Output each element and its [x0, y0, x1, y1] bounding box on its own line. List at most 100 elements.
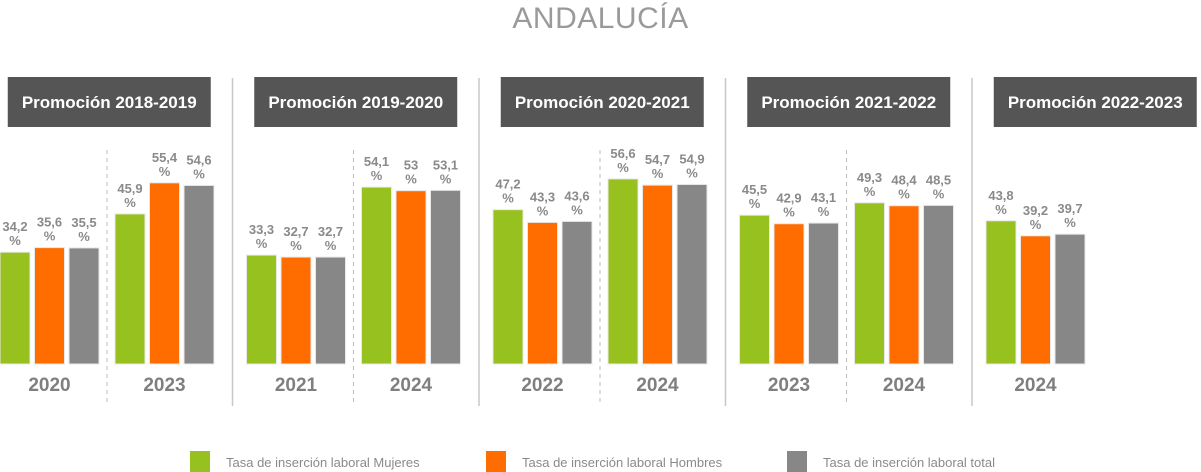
x-tick-label: 2023 — [768, 375, 810, 396]
data-label-unit: % — [1064, 215, 1076, 230]
data-label: 43,1 — [811, 190, 836, 205]
data-label: 48,4 — [891, 173, 917, 188]
data-label: 53 — [404, 158, 418, 173]
data-label: 54,9 — [679, 151, 704, 166]
x-tick-label: 2024 — [636, 375, 679, 396]
bar-mujeres — [985, 220, 1017, 365]
data-label-unit: % — [159, 164, 171, 179]
panel-title: Promoción 2018-2019 — [22, 93, 197, 112]
x-tick-label: 2021 — [275, 375, 318, 396]
bar-total — [183, 184, 215, 365]
data-label-unit: % — [686, 165, 698, 180]
legend-label: Tasa de inserción laboral Hombres — [522, 455, 723, 470]
legend-swatch-hombres — [486, 451, 506, 472]
data-label-unit: % — [864, 184, 876, 199]
data-label: 32,7 — [318, 224, 343, 239]
data-label-unit: % — [256, 236, 268, 251]
legend-swatch-total — [787, 451, 807, 472]
bar-total — [315, 256, 346, 365]
bar-hombres — [642, 184, 673, 365]
data-label-unit: % — [783, 205, 795, 220]
data-label: 54,7 — [645, 152, 670, 167]
data-label: 49,3 — [857, 170, 882, 185]
x-tick-label: 2020 — [28, 375, 70, 396]
bar-hombres — [527, 221, 558, 365]
data-label-unit: % — [124, 195, 136, 210]
bar-total — [68, 247, 100, 365]
panel-title: Promoción 2021-2022 — [761, 93, 936, 112]
bar-total — [430, 189, 461, 365]
data-label: 39,7 — [1057, 201, 1082, 216]
panel-title: Promoción 2020-2021 — [515, 93, 690, 112]
panel-header — [254, 77, 458, 127]
panel-header — [7, 77, 211, 127]
bar-total — [923, 204, 954, 365]
panel-title: Promoción 2022-2023 — [1008, 93, 1183, 112]
data-label-unit: % — [78, 229, 90, 244]
data-label-unit: % — [502, 191, 514, 206]
data-label-unit: % — [405, 172, 417, 187]
data-label: 43,3 — [530, 189, 555, 204]
data-label-unit: % — [537, 203, 549, 218]
legend-swatch-mujeres — [190, 451, 210, 472]
bar-hombres — [280, 256, 312, 365]
data-label-unit: % — [571, 202, 583, 217]
bar-mujeres — [739, 214, 770, 365]
bar-hombres — [888, 205, 920, 365]
panel-header — [993, 77, 1197, 127]
bar-total — [808, 222, 839, 365]
legend-label: Tasa de inserción laboral Mujeres — [226, 455, 420, 470]
data-label-unit: % — [818, 204, 830, 219]
data-label: 45,9 — [117, 181, 142, 196]
bar-mujeres — [246, 254, 277, 365]
bar-hombres — [34, 247, 65, 365]
bar-mujeres — [114, 213, 146, 365]
data-label: 45,5 — [742, 182, 767, 197]
data-label: 55,4 — [152, 150, 178, 165]
bar-mujeres — [0, 251, 31, 365]
bar-hombres — [1020, 235, 1051, 365]
data-label-unit: % — [290, 238, 302, 253]
data-label: 54,1 — [364, 154, 389, 169]
data-label: 53,1 — [433, 157, 458, 172]
data-label: 34,2 — [2, 219, 27, 234]
data-label-unit: % — [44, 229, 56, 244]
data-label: 43,6 — [564, 188, 589, 203]
data-label-unit: % — [995, 202, 1007, 217]
data-label: 32,7 — [283, 224, 308, 239]
x-tick-label: 2023 — [143, 375, 185, 396]
bar-total — [561, 220, 593, 365]
data-label: 33,3 — [249, 222, 274, 237]
data-label-unit: % — [440, 171, 452, 186]
data-label: 42,9 — [776, 191, 801, 206]
data-label: 43,8 — [988, 188, 1013, 203]
data-label: 35,5 — [71, 215, 96, 230]
bar-mujeres — [361, 186, 392, 365]
panel-header — [500, 77, 704, 127]
data-label: 47,2 — [495, 177, 520, 192]
panel-title: Promoción 2019-2020 — [268, 93, 443, 112]
x-tick-label: 2024 — [1014, 375, 1057, 396]
bar-mujeres — [854, 202, 885, 365]
legend-label: Tasa de inserción laboral total — [823, 455, 995, 470]
data-label: 54,6 — [186, 152, 211, 167]
bar-hombres — [773, 223, 805, 365]
x-tick-label: 2022 — [521, 375, 563, 396]
data-label-unit: % — [9, 233, 21, 248]
x-tick-label: 2024 — [883, 375, 926, 396]
data-label-unit: % — [749, 196, 761, 211]
data-label: 39,2 — [1023, 203, 1048, 218]
data-label-unit: % — [325, 238, 337, 253]
data-label-unit: % — [371, 168, 383, 183]
bar-total — [1054, 233, 1086, 365]
bar-hombres — [149, 182, 180, 365]
bar-total — [676, 183, 708, 365]
bar-mujeres — [492, 209, 524, 365]
bar-hombres — [395, 190, 427, 365]
data-label-unit: % — [193, 166, 205, 181]
data-label-unit: % — [652, 166, 664, 181]
data-label-unit: % — [898, 187, 910, 202]
data-label-unit: % — [617, 160, 629, 175]
bar-mujeres — [607, 178, 639, 365]
